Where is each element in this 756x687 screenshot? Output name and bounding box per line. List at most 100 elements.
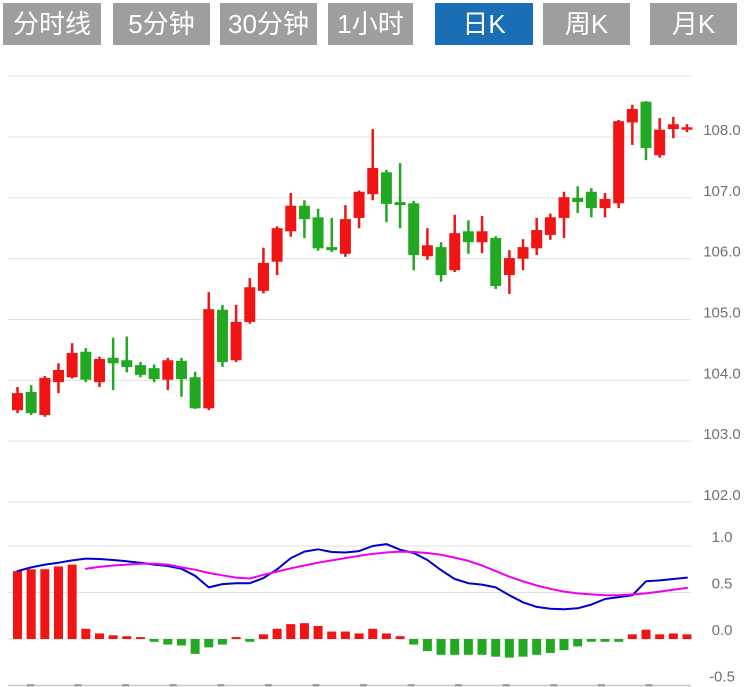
x-axis-tick — [407, 684, 415, 687]
price-axis-label: 103.0 — [703, 426, 741, 443]
candle — [66, 343, 78, 379]
candle — [107, 337, 119, 391]
tab-monthly-k[interactable]: 月K — [650, 3, 737, 45]
candle — [93, 356, 105, 388]
candle-body — [80, 351, 92, 380]
candle — [203, 292, 215, 411]
candle-body — [544, 217, 556, 235]
candle-body — [408, 203, 420, 256]
candle-body — [681, 127, 693, 130]
candle-body — [107, 357, 119, 364]
candle — [558, 191, 570, 238]
candle-body — [271, 228, 283, 262]
macd-bar — [94, 633, 104, 639]
candle-body — [380, 172, 392, 204]
macd-bar — [491, 639, 501, 657]
macd-bar — [299, 623, 309, 639]
candle — [572, 186, 584, 214]
macd-bar — [614, 639, 624, 642]
macd-bar — [286, 624, 296, 639]
candle — [39, 376, 51, 417]
macd-bar — [655, 634, 665, 639]
macd-bar — [354, 633, 364, 639]
macd-bar — [682, 634, 692, 639]
macd-bar — [532, 639, 542, 655]
candle-body — [285, 205, 297, 232]
tab-time-line[interactable]: 分时线 — [3, 3, 101, 45]
candle-body — [599, 199, 611, 209]
tab-30min[interactable]: 30分钟 — [220, 3, 317, 45]
macd-bar — [81, 628, 91, 639]
candle-body — [572, 197, 584, 203]
candle-body — [449, 233, 461, 271]
candle-body — [462, 231, 474, 243]
x-axis-tick — [455, 684, 463, 687]
x-axis-tick — [264, 684, 272, 687]
price-gridlines — [8, 75, 691, 503]
candle-body — [298, 205, 310, 220]
candle — [640, 101, 652, 161]
tab-5min[interactable]: 5分钟 — [113, 3, 210, 45]
candle — [175, 357, 187, 397]
candle — [25, 385, 37, 415]
macd-axis-label: 1.0 — [712, 529, 733, 546]
x-axis-tick — [645, 684, 653, 687]
candle-wick — [330, 217, 333, 252]
candle — [585, 188, 597, 218]
candle-body — [353, 191, 365, 218]
candle — [134, 362, 146, 378]
period-tab-bar: 分时线 5分钟 30分钟 1小时 日K 周K 月K — [0, 0, 756, 50]
candle — [449, 214, 461, 273]
candle-wick — [398, 163, 402, 229]
candle-body — [558, 197, 570, 218]
macd-bar — [504, 639, 514, 658]
macd-bar — [559, 639, 569, 651]
candle — [613, 119, 625, 209]
candle — [394, 163, 406, 229]
macd-bar — [13, 571, 22, 639]
macd-bar — [545, 639, 555, 653]
macd-bar — [258, 634, 268, 639]
tab-daily-k[interactable]: 日K — [435, 3, 533, 45]
macd-bar — [313, 625, 323, 639]
tab-weekly-k[interactable]: 周K — [543, 3, 630, 45]
x-axis-tick — [550, 684, 558, 687]
candle-body — [640, 101, 652, 148]
macd-bar — [422, 639, 432, 652]
macd-bar — [190, 639, 200, 654]
candle-wick — [426, 228, 429, 260]
macd-bar — [586, 639, 596, 642]
macd-bar — [231, 637, 241, 639]
macd-bar — [340, 631, 350, 639]
candle-body — [216, 309, 228, 363]
candle — [339, 205, 351, 257]
macd-bar — [463, 639, 473, 655]
candle-body — [626, 109, 638, 123]
candle-body — [312, 217, 324, 249]
candle-body — [175, 360, 187, 380]
macd-bar — [641, 629, 651, 639]
macd-bar — [573, 639, 583, 647]
candle — [80, 348, 92, 383]
dif-line — [16, 543, 688, 611]
price-axis-label: 105.0 — [703, 304, 741, 321]
x-axis-tick — [74, 684, 82, 687]
candle — [162, 357, 174, 391]
macd-axis-label: -0.5 — [709, 669, 735, 686]
candle-body — [435, 247, 447, 276]
macd-bar — [381, 633, 391, 639]
candle-wick — [125, 336, 129, 373]
macd-axis-label: 0.0 — [712, 622, 733, 639]
tab-1hour[interactable]: 1小时 — [328, 3, 413, 45]
x-axis-tick — [217, 684, 225, 687]
candle-body — [339, 219, 351, 254]
candle-body — [93, 359, 105, 383]
candle-wick — [631, 104, 634, 145]
candle — [326, 217, 338, 252]
macd-bar — [627, 634, 637, 639]
macd-bar — [477, 639, 487, 655]
candle-body — [531, 230, 543, 249]
x-axis-tick — [359, 684, 367, 687]
candle-body — [394, 202, 406, 206]
